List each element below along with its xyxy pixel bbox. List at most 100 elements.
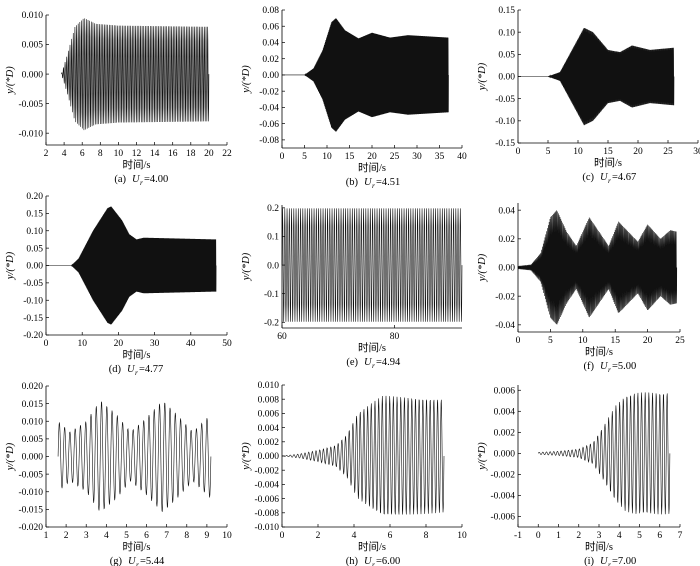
panel-caption-value: =4.94 (376, 357, 401, 368)
y-tick-label: 0.004 (258, 424, 280, 434)
y-axis-label: y/(*D) (241, 442, 252, 471)
x-tick-label: 2 (44, 149, 49, 159)
y-tick-label: -0.15 (495, 139, 515, 149)
panel-caption-letter: (i) (584, 556, 594, 566)
y-tick-label: -0.002 (490, 471, 515, 481)
chart-panel-8: -1 0 1 2 3 4 5 6 7 0.006 0.004 0.002 0.000 -0.002 -0.0… (477, 385, 683, 566)
x-tick-label: 5 (302, 152, 307, 162)
x-tick-label: 30 (693, 147, 700, 157)
x-tick-label: 6 (657, 531, 662, 541)
panel-caption-letter: (f) (584, 361, 595, 372)
x-tick-label: 9 (205, 531, 210, 541)
x-tick-label: 25 (390, 152, 400, 162)
y-tick-label: 0.04 (262, 39, 279, 49)
x-tick-label: 5 (637, 531, 642, 541)
panel-caption-subscript: r (608, 365, 611, 374)
y-tick-label: -0.06 (259, 120, 279, 130)
series-line (57, 401, 212, 512)
x-tick-label: 40 (186, 339, 196, 349)
y-tick-label: -0.005 (18, 100, 43, 110)
panel-caption-letter: (d) (109, 364, 122, 375)
x-axis-label: 时间/s (585, 540, 613, 553)
x-tick-label: 6 (144, 531, 149, 541)
x-tick-label: 50 (222, 339, 232, 349)
chart-panel-6: 1 2 3 4 5 6 7 8 9 10 0.020 0.015 0.010 0.005 0.000 -0.0… (5, 382, 232, 566)
x-tick-label: 10 (573, 147, 583, 157)
y-tick-label: 0.15 (498, 6, 515, 16)
x-tick-label: 7 (678, 531, 683, 541)
panel-caption-letter: (b) (346, 177, 359, 188)
panel-caption-value: =4.51 (376, 177, 400, 188)
y-tick-label: 0.002 (258, 438, 280, 448)
series-line (46, 206, 217, 325)
x-tick-label: 20 (633, 147, 643, 157)
x-tick-label: 25 (663, 147, 673, 157)
y-tick-label: 0.00 (498, 73, 515, 83)
x-tick-label: 2 (316, 531, 321, 541)
x-tick-label: 20 (204, 149, 214, 159)
x-axis-label: 时间/s (358, 341, 386, 354)
y-tick-label: 0.10 (498, 28, 515, 38)
x-tick-label: 5 (546, 147, 551, 157)
panel-caption-subscript: r (140, 178, 143, 187)
panel-caption-subscript: r (372, 181, 375, 190)
panel-caption-value: =4.67 (612, 172, 636, 183)
series-line (517, 210, 678, 325)
y-tick-label: 0.000 (22, 70, 44, 80)
x-tick-label: 30 (150, 339, 160, 349)
x-axis-label: 时间/s (585, 345, 613, 358)
y-tick-label: 0.010 (22, 11, 44, 21)
x-axis-label: 时间/s (358, 161, 386, 174)
x-tick-label: 35 (435, 152, 445, 162)
x-tick-label: 2 (64, 531, 69, 541)
y-tick-label: 0.004 (494, 407, 516, 417)
x-tick-label: 0 (516, 147, 521, 157)
panel-caption-subscript: r (372, 560, 375, 566)
panel-caption-symbol: U (132, 174, 141, 185)
x-tick-label: 1 (556, 531, 561, 541)
x-axis-label: 时间/s (358, 540, 386, 553)
y-axis-label: y/(*D) (5, 66, 16, 95)
x-tick-label: 0 (516, 336, 521, 346)
x-tick-label: 0 (536, 531, 541, 541)
y-tick-label: -0.02 (259, 87, 279, 97)
panel-caption-symbol: U (128, 556, 137, 566)
y-tick-label: 0.00 (498, 264, 515, 274)
y-tick-label: -0.05 (495, 95, 515, 105)
x-tick-label: 30 (412, 152, 422, 162)
y-tick-label: 0.000 (494, 450, 516, 460)
x-tick-label: 0 (280, 152, 285, 162)
x-tick-label: 20 (114, 339, 124, 349)
series-line (281, 208, 463, 322)
x-axis-label: 时间/s (594, 156, 622, 169)
x-tick-label: 5 (548, 336, 553, 346)
panel-caption-letter: (g) (110, 556, 123, 566)
y-tick-label: 0.00 (26, 262, 43, 272)
y-tick-label: 0.006 (494, 386, 516, 396)
y-tick-label: 0.04 (498, 206, 515, 216)
x-tick-label: 10 (222, 531, 232, 541)
x-tick-label: 80 (390, 332, 400, 342)
y-tick-label: 0.10 (26, 227, 43, 237)
y-tick-label: -0.010 (18, 488, 43, 498)
panel-caption-subscript: r (608, 560, 611, 566)
panel-caption-symbol: U (364, 357, 373, 368)
x-tick-label: 20 (367, 152, 377, 162)
panel-caption-symbol: U (127, 364, 136, 375)
panel-caption-symbol: U (364, 177, 373, 188)
y-tick-label: -0.15 (23, 314, 43, 324)
y-tick-label: 0.002 (494, 429, 516, 439)
x-tick-label: 10 (77, 339, 87, 349)
x-tick-label: 4 (104, 531, 109, 541)
chart-panel-1: 0 5 10 15 20 25 30 35 40 0.08 0.06 0.04 0.02 0.00 -0.0… (241, 6, 467, 190)
x-tick-label: 16 (168, 149, 178, 159)
panel-caption-subscript: r (372, 361, 375, 370)
y-tick-label: 0.000 (22, 453, 44, 463)
y-tick-label: 0.15 (26, 210, 43, 220)
panel-caption-value: =6.00 (376, 556, 400, 566)
panel-caption-value: =5.00 (612, 361, 636, 372)
y-tick-label: -0.004 (490, 492, 515, 502)
x-tick-label: 7 (164, 531, 169, 541)
panel-caption-symbol: U (600, 556, 609, 566)
y-tick-label: -0.010 (18, 129, 43, 139)
